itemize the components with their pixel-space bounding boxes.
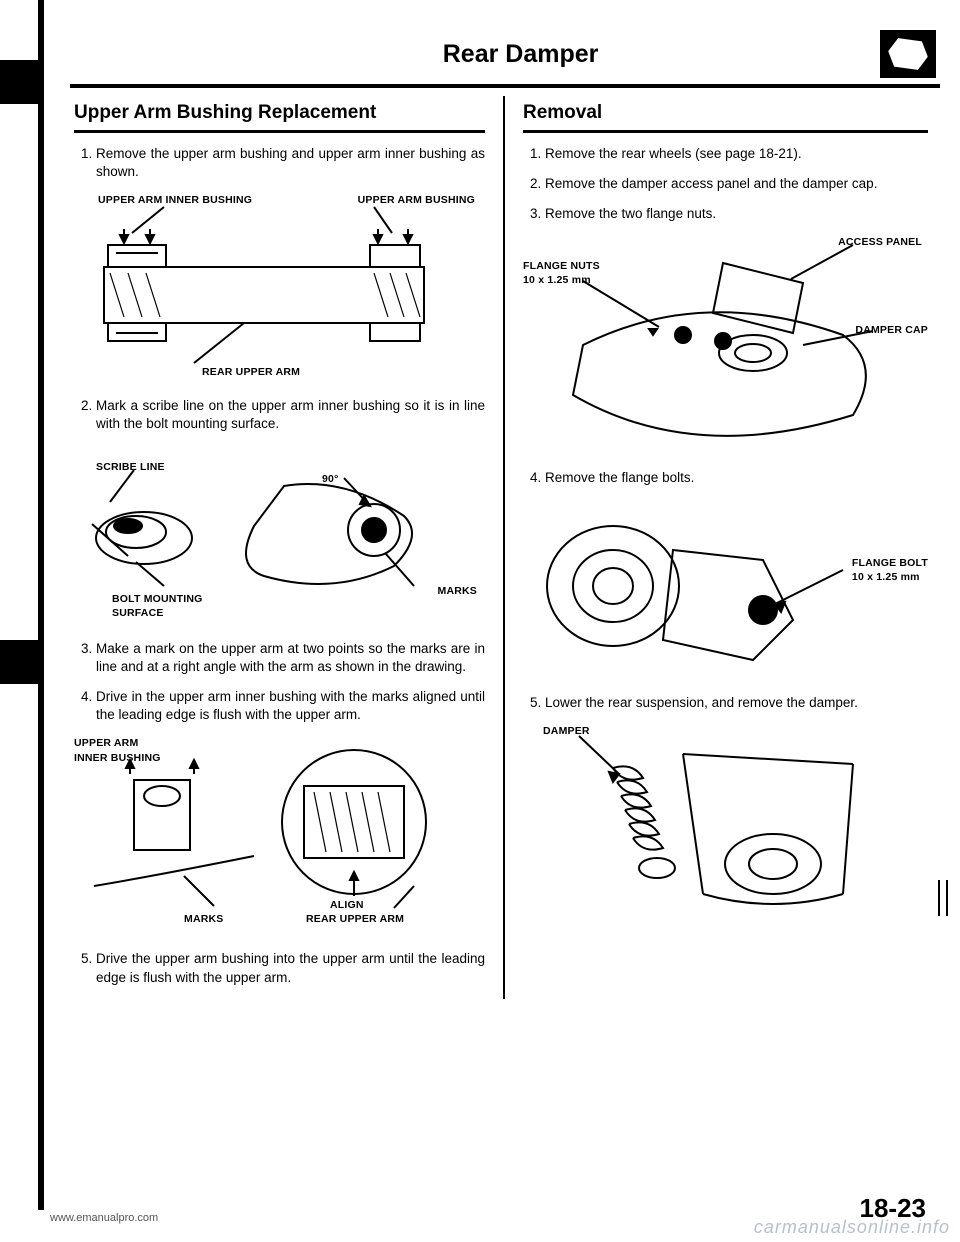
two-column-layout: Upper Arm Bushing Replacement Remove the… [70, 96, 940, 999]
right-step-4: Remove the flange bolts. [545, 469, 928, 487]
left-step-1: Remove the upper arm bushing and upper a… [96, 145, 485, 181]
right-steps: Remove the rear wheels (see page 18-21).… [523, 145, 928, 224]
left-steps: Remove the upper arm bushing and upper a… [74, 145, 485, 181]
figure-upper-arm: UPPER ARM INNER BUSHING UPPER ARM BUSHIN… [74, 193, 485, 383]
left-step-5: Drive the upper arm bushing into the upp… [96, 950, 485, 986]
figure-scribe: SCRIBE LINE 90° [74, 446, 485, 626]
upper-arm-diagram [74, 193, 454, 383]
right-steps-4: Remove the flange bolts. [523, 469, 928, 487]
label-flange-nuts: FLANGE NUTS 10 x 1.25 mm [523, 259, 600, 287]
right-column: Removal Remove the rear wheels (see page… [505, 96, 940, 999]
figure-access-panel: ACCESS PANEL FLANGE NUTS 10 x 1.25 mm DA… [523, 235, 928, 455]
label-damper: DAMPER [543, 724, 590, 738]
page-content: Rear Damper Upper Arm Bushing Replacemen… [70, 30, 940, 999]
label-bolt-surface: BOLT MOUNTING SURFACE [112, 592, 202, 620]
label-arm-bushing: UPPER ARM BUSHING [358, 193, 475, 207]
flange-bolt-diagram [523, 500, 923, 670]
right-step-5: Lower the rear suspension, and remove th… [545, 694, 928, 712]
label-angle: 90° [322, 472, 338, 486]
label-inner-bushing: UPPER ARM INNER BUSHING [98, 193, 252, 207]
header-title: Rear Damper [443, 40, 599, 69]
label-rear-upper-arm: REAR UPPER ARM [202, 365, 300, 379]
label-marks-2: MARKS [184, 912, 224, 926]
damper-icon [886, 33, 931, 74]
right-step-2: Remove the damper access panel and the d… [545, 175, 928, 193]
label-scribe-line: SCRIBE LINE [96, 460, 165, 474]
left-heading: Upper Arm Bushing Replacement [74, 100, 485, 133]
label-marks: MARKS [438, 584, 478, 598]
label-inner-bushing-2: UPPER ARM INNER BUSHING [74, 736, 161, 764]
label-damper-cap: DAMPER CAP [855, 323, 928, 337]
right-steps-5: Lower the rear suspension, and remove th… [523, 694, 928, 712]
figure-flange-bolt: FLANGE BOLT 10 x 1.25 mm [523, 500, 928, 680]
side-registration-marks [938, 880, 948, 916]
label-align: ALIGN [330, 898, 364, 912]
watermark: carmanualsonline.info [754, 1217, 950, 1238]
right-heading: Removal [523, 100, 928, 133]
page-header: Rear Damper [70, 30, 940, 88]
section-icon [880, 30, 936, 78]
align-diagram [74, 736, 454, 926]
right-step-1: Remove the rear wheels (see page 18-21). [545, 145, 928, 163]
damper-diagram [523, 724, 923, 914]
left-step-2: Mark a scribe line on the upper arm inne… [96, 397, 485, 433]
right-step-3: Remove the two flange nuts. [545, 205, 928, 223]
left-steps-2: Mark a scribe line on the upper arm inne… [74, 397, 485, 433]
footer-url: www.emanualpro.com [50, 1212, 158, 1224]
label-flange-bolt: FLANGE BOLT 10 x 1.25 mm [852, 556, 928, 584]
left-steps-5: Drive the upper arm bushing into the upp… [74, 950, 485, 986]
left-steps-3: Make a mark on the upper arm at two poin… [74, 640, 485, 725]
label-rear-arm-2: REAR UPPER ARM [306, 912, 404, 926]
figure-damper: DAMPER [523, 724, 928, 924]
label-access-panel: ACCESS PANEL [838, 235, 922, 249]
figure-align: UPPER ARM INNER BUSHING [74, 736, 485, 936]
left-column: Upper Arm Bushing Replacement Remove the… [70, 96, 505, 999]
left-step-3: Make a mark on the upper arm at two poin… [96, 640, 485, 676]
left-step-4: Drive in the upper arm inner bushing wit… [96, 688, 485, 724]
